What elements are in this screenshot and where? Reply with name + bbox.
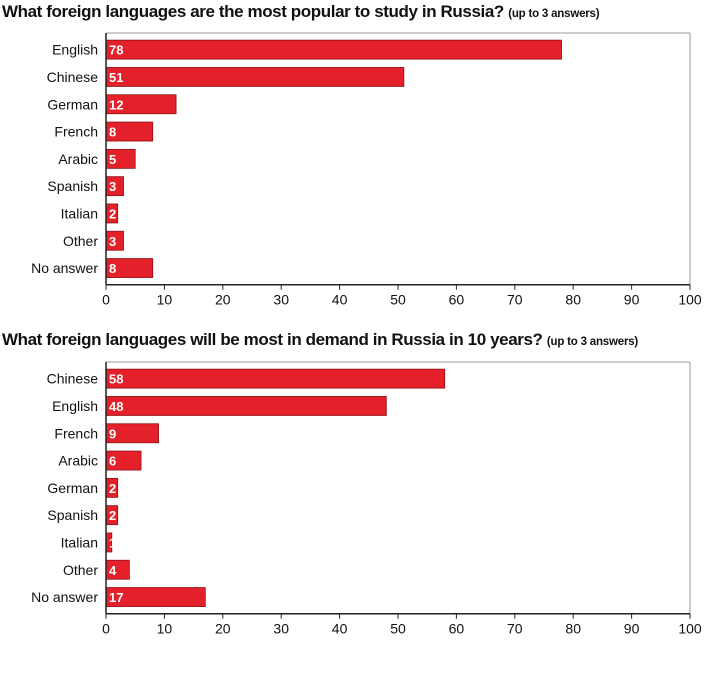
category-label: German [47,480,98,496]
data-label: 48 [109,399,123,414]
bar-chart-study: English 78 Chinese 51 German 12 French 8 Arabic 5… [31,32,702,308]
category-label: English [52,398,98,414]
category-label: Spanish [47,178,98,194]
category-label: Italian [61,205,98,221]
data-label: 2 [109,206,116,221]
category-label: Other [63,233,98,249]
category-label: Arabic [58,453,98,469]
x-tick-label: 40 [332,621,348,637]
category-label: Other [63,562,98,578]
data-label: 8 [109,125,116,140]
x-tick-label: 50 [390,621,406,637]
data-label: 2 [109,481,116,496]
x-tick-label: 90 [624,292,640,308]
data-label: 4 [109,563,117,578]
category-label: French [54,124,98,140]
bar [105,67,405,87]
category-label: French [54,425,98,441]
category-label: German [47,96,98,112]
x-tick-label: 20 [215,292,231,308]
data-label: 78 [109,43,123,58]
chart-title-text: What foreign languages will be most in d… [2,330,543,349]
bar [105,396,387,416]
x-tick-label: 10 [157,292,173,308]
x-tick-label: 0 [102,621,110,637]
data-label: 5 [109,152,116,167]
x-tick-label: 30 [273,292,289,308]
x-tick-label: 80 [565,621,581,637]
data-label: 51 [109,70,123,85]
data-label: 8 [109,261,116,276]
data-label: 3 [109,234,116,249]
x-tick-label: 50 [390,292,406,308]
x-tick-label: 10 [157,621,173,637]
category-label: Arabic [58,151,98,167]
data-label: 6 [109,454,116,469]
x-tick-label: 100 [678,621,702,637]
data-label: 3 [109,179,116,194]
chart-title-text: What foreign languages are the most popu… [2,2,504,21]
x-tick-label: 80 [565,292,581,308]
x-tick-label: 20 [215,621,231,637]
category-label: Chinese [47,371,99,387]
x-tick-label: 60 [449,621,465,637]
x-tick-label: 70 [507,292,523,308]
bar [105,368,446,389]
x-tick-label: 40 [332,292,348,308]
x-tick-label: 30 [273,621,289,637]
category-label: English [52,42,98,58]
data-label: 12 [109,97,123,112]
data-label: 58 [109,372,123,387]
x-tick-label: 100 [678,292,702,308]
bar [105,39,562,60]
chart-title-study: What foreign languages are the most popu… [2,2,600,22]
chart-title-note: (up to 3 answers) [508,8,600,20]
data-label: 2 [109,508,116,523]
category-label: Chinese [47,69,99,85]
x-tick-label: 70 [507,621,523,637]
x-tick-label: 0 [102,292,110,308]
bar-chart-demand: Chinese 58 English 48 French 9 Arabic 6 German 2S… [31,361,702,637]
category-label: Spanish [47,507,98,523]
category-label: Italian [61,534,98,550]
data-label: 17 [109,590,123,605]
data-label: 1 [109,535,116,550]
x-tick-label: 90 [624,621,640,637]
chart-title-demand: What foreign languages will be most in d… [2,330,638,350]
chart-title-note: (up to 3 answers) [546,336,639,348]
category-label: No answer [31,589,98,605]
data-label: 9 [109,426,116,441]
x-tick-label: 60 [449,292,465,308]
category-label: No answer [31,260,98,276]
